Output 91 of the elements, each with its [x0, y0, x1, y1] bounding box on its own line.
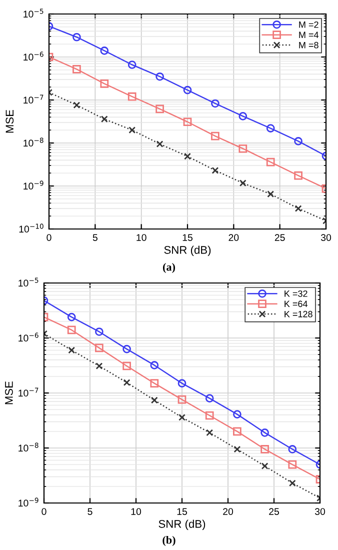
- y-tick-label: 10$^{−8}$: [18, 442, 38, 452]
- x-tick-label: 25: [274, 234, 285, 241]
- point: [122, 362, 131, 370]
- x-tick-label: 5: [92, 234, 98, 241]
- text: (b): [162, 536, 176, 546]
- y-tick-label: 10$^{−9}$: [18, 498, 38, 507]
- point: [123, 379, 130, 386]
- point: [205, 394, 214, 402]
- point: [183, 86, 192, 94]
- point: [150, 396, 158, 404]
- point: [212, 166, 219, 174]
- point: [288, 445, 297, 454]
- point: [294, 205, 302, 212]
- point: [67, 312, 76, 322]
- x-axis-title: SNR (dB): [164, 246, 211, 256]
- point: [156, 140, 164, 148]
- point: [211, 99, 220, 108]
- y-tick-label: 10$^{−8}$: [24, 138, 44, 147]
- point: [294, 171, 302, 180]
- legend-label: K =64: [284, 300, 308, 308]
- point: [68, 346, 76, 354]
- legend-label: K =32: [284, 290, 308, 297]
- point: [288, 480, 296, 487]
- point: [95, 344, 104, 352]
- point: [95, 328, 104, 336]
- point: [128, 126, 136, 134]
- x-tick-label: 0: [46, 234, 52, 241]
- x-tick-label: 5: [88, 508, 92, 515]
- legend-label: M =8: [299, 42, 318, 48]
- point: [238, 112, 248, 120]
- point: [122, 344, 131, 354]
- point: [206, 429, 214, 436]
- x-tick-label: 20: [228, 234, 239, 241]
- point: [128, 60, 136, 69]
- y-tick-label: 10$^{−5}$: [24, 8, 44, 18]
- x-tick-label: 0: [42, 508, 46, 515]
- point: [266, 158, 275, 166]
- y-tick-label: 10$^{−7}$: [18, 388, 38, 397]
- point: [238, 144, 248, 153]
- y-tick-label: 10$^{−7}$: [24, 94, 44, 104]
- point: [233, 410, 242, 418]
- point: [288, 460, 297, 469]
- point: [100, 79, 109, 88]
- point: [178, 414, 186, 421]
- point: [184, 152, 191, 160]
- point: [156, 104, 164, 114]
- y-tick-label: 10$^{−6}$: [18, 332, 38, 342]
- x-tick-label: 30: [314, 508, 326, 515]
- point: [261, 462, 268, 470]
- point: [260, 445, 269, 454]
- x-tick-label: 15: [182, 234, 192, 241]
- point: [294, 137, 302, 146]
- y-tick-label: 10$^{−9}$: [24, 180, 44, 190]
- legend-label: K =128: [284, 310, 312, 318]
- point: [183, 118, 192, 126]
- point: [156, 72, 164, 81]
- x-axis-title: SNR (dB): [158, 520, 206, 530]
- point: [150, 379, 159, 388]
- legend-label: M =4: [299, 32, 319, 38]
- point: [96, 362, 103, 370]
- point: [100, 116, 108, 123]
- point: [100, 46, 109, 55]
- x-tick-label: 10: [136, 234, 146, 241]
- point: [234, 446, 241, 453]
- point: [72, 65, 81, 74]
- point: [266, 124, 275, 132]
- y-axis-title: MSE: [5, 381, 13, 404]
- point: [178, 379, 186, 388]
- y-tick-label: 10$^{−6}$: [24, 52, 44, 61]
- point: [73, 102, 80, 109]
- point: [260, 428, 269, 437]
- point: [233, 427, 242, 436]
- point: [72, 32, 81, 42]
- point: [150, 361, 159, 370]
- point: [205, 411, 214, 420]
- point: [128, 92, 136, 101]
- text: (a): [163, 262, 175, 274]
- y-tick-label: 10$^{−10}$: [19, 224, 44, 233]
- point: [67, 326, 76, 334]
- point: [267, 190, 274, 198]
- point: [239, 180, 246, 187]
- point: [178, 395, 186, 404]
- y-tick-label: 10$^{−5}$: [18, 278, 38, 287]
- x-tick-label: 10: [131, 508, 142, 515]
- legend-label: M =2: [299, 21, 318, 28]
- point: [211, 132, 220, 140]
- x-tick-label: 15: [177, 508, 187, 515]
- x-tick-label: 25: [269, 508, 279, 515]
- y-axis-title: MSE: [6, 110, 14, 133]
- x-tick-label: 20: [223, 508, 234, 515]
- x-tick-label: 30: [320, 234, 332, 241]
